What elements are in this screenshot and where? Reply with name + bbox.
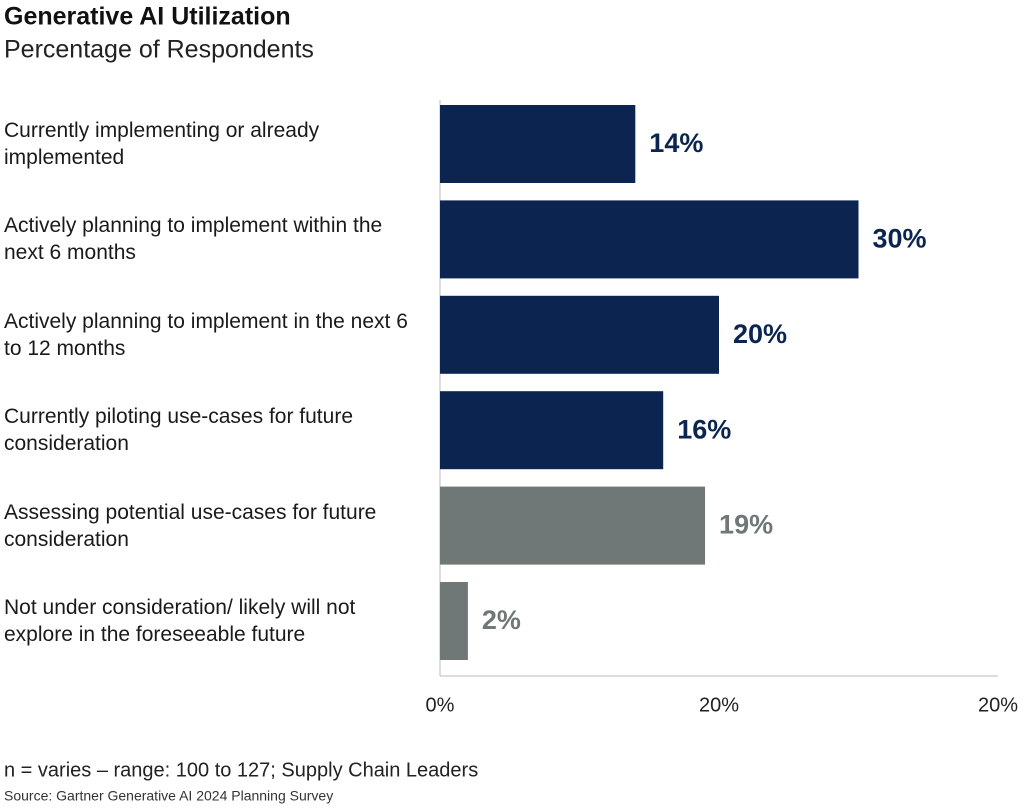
source: Source: Gartner Generative AI 2024 Plann… bbox=[4, 788, 333, 804]
value-label: 19% bbox=[719, 510, 773, 540]
category-label: Assessing potential use-cases for future… bbox=[4, 500, 377, 551]
bar bbox=[440, 200, 859, 279]
bar bbox=[440, 295, 719, 374]
category-label: Not under consideration/ likely will not… bbox=[4, 596, 356, 646]
value-label: 16% bbox=[677, 414, 731, 444]
chart-title: Generative AI Utilization bbox=[4, 3, 291, 31]
value-label: 14% bbox=[649, 128, 703, 158]
chart-subtitle: Percentage of Respondents bbox=[4, 36, 314, 64]
bar bbox=[440, 105, 636, 183]
category-label: Currently piloting use-cases for future … bbox=[4, 405, 353, 456]
bar bbox=[440, 486, 706, 565]
x-tick-label: 20% bbox=[699, 694, 739, 716]
x-tick-label: 0% bbox=[426, 694, 455, 716]
category-label: Actively planning to implement within th… bbox=[4, 214, 383, 265]
value-label: 2% bbox=[482, 605, 521, 635]
category-label: Currently implementing or already implem… bbox=[4, 119, 320, 169]
bar bbox=[440, 391, 664, 470]
bar bbox=[440, 582, 468, 660]
value-label: 20% bbox=[733, 319, 787, 349]
category-label: Actively planning to implement in the ne… bbox=[4, 309, 408, 360]
value-label: 30% bbox=[873, 224, 927, 254]
x-tick-label: 20% bbox=[978, 694, 1018, 716]
footnote: n = varies – range: 100 to 127; Supply C… bbox=[4, 759, 478, 781]
